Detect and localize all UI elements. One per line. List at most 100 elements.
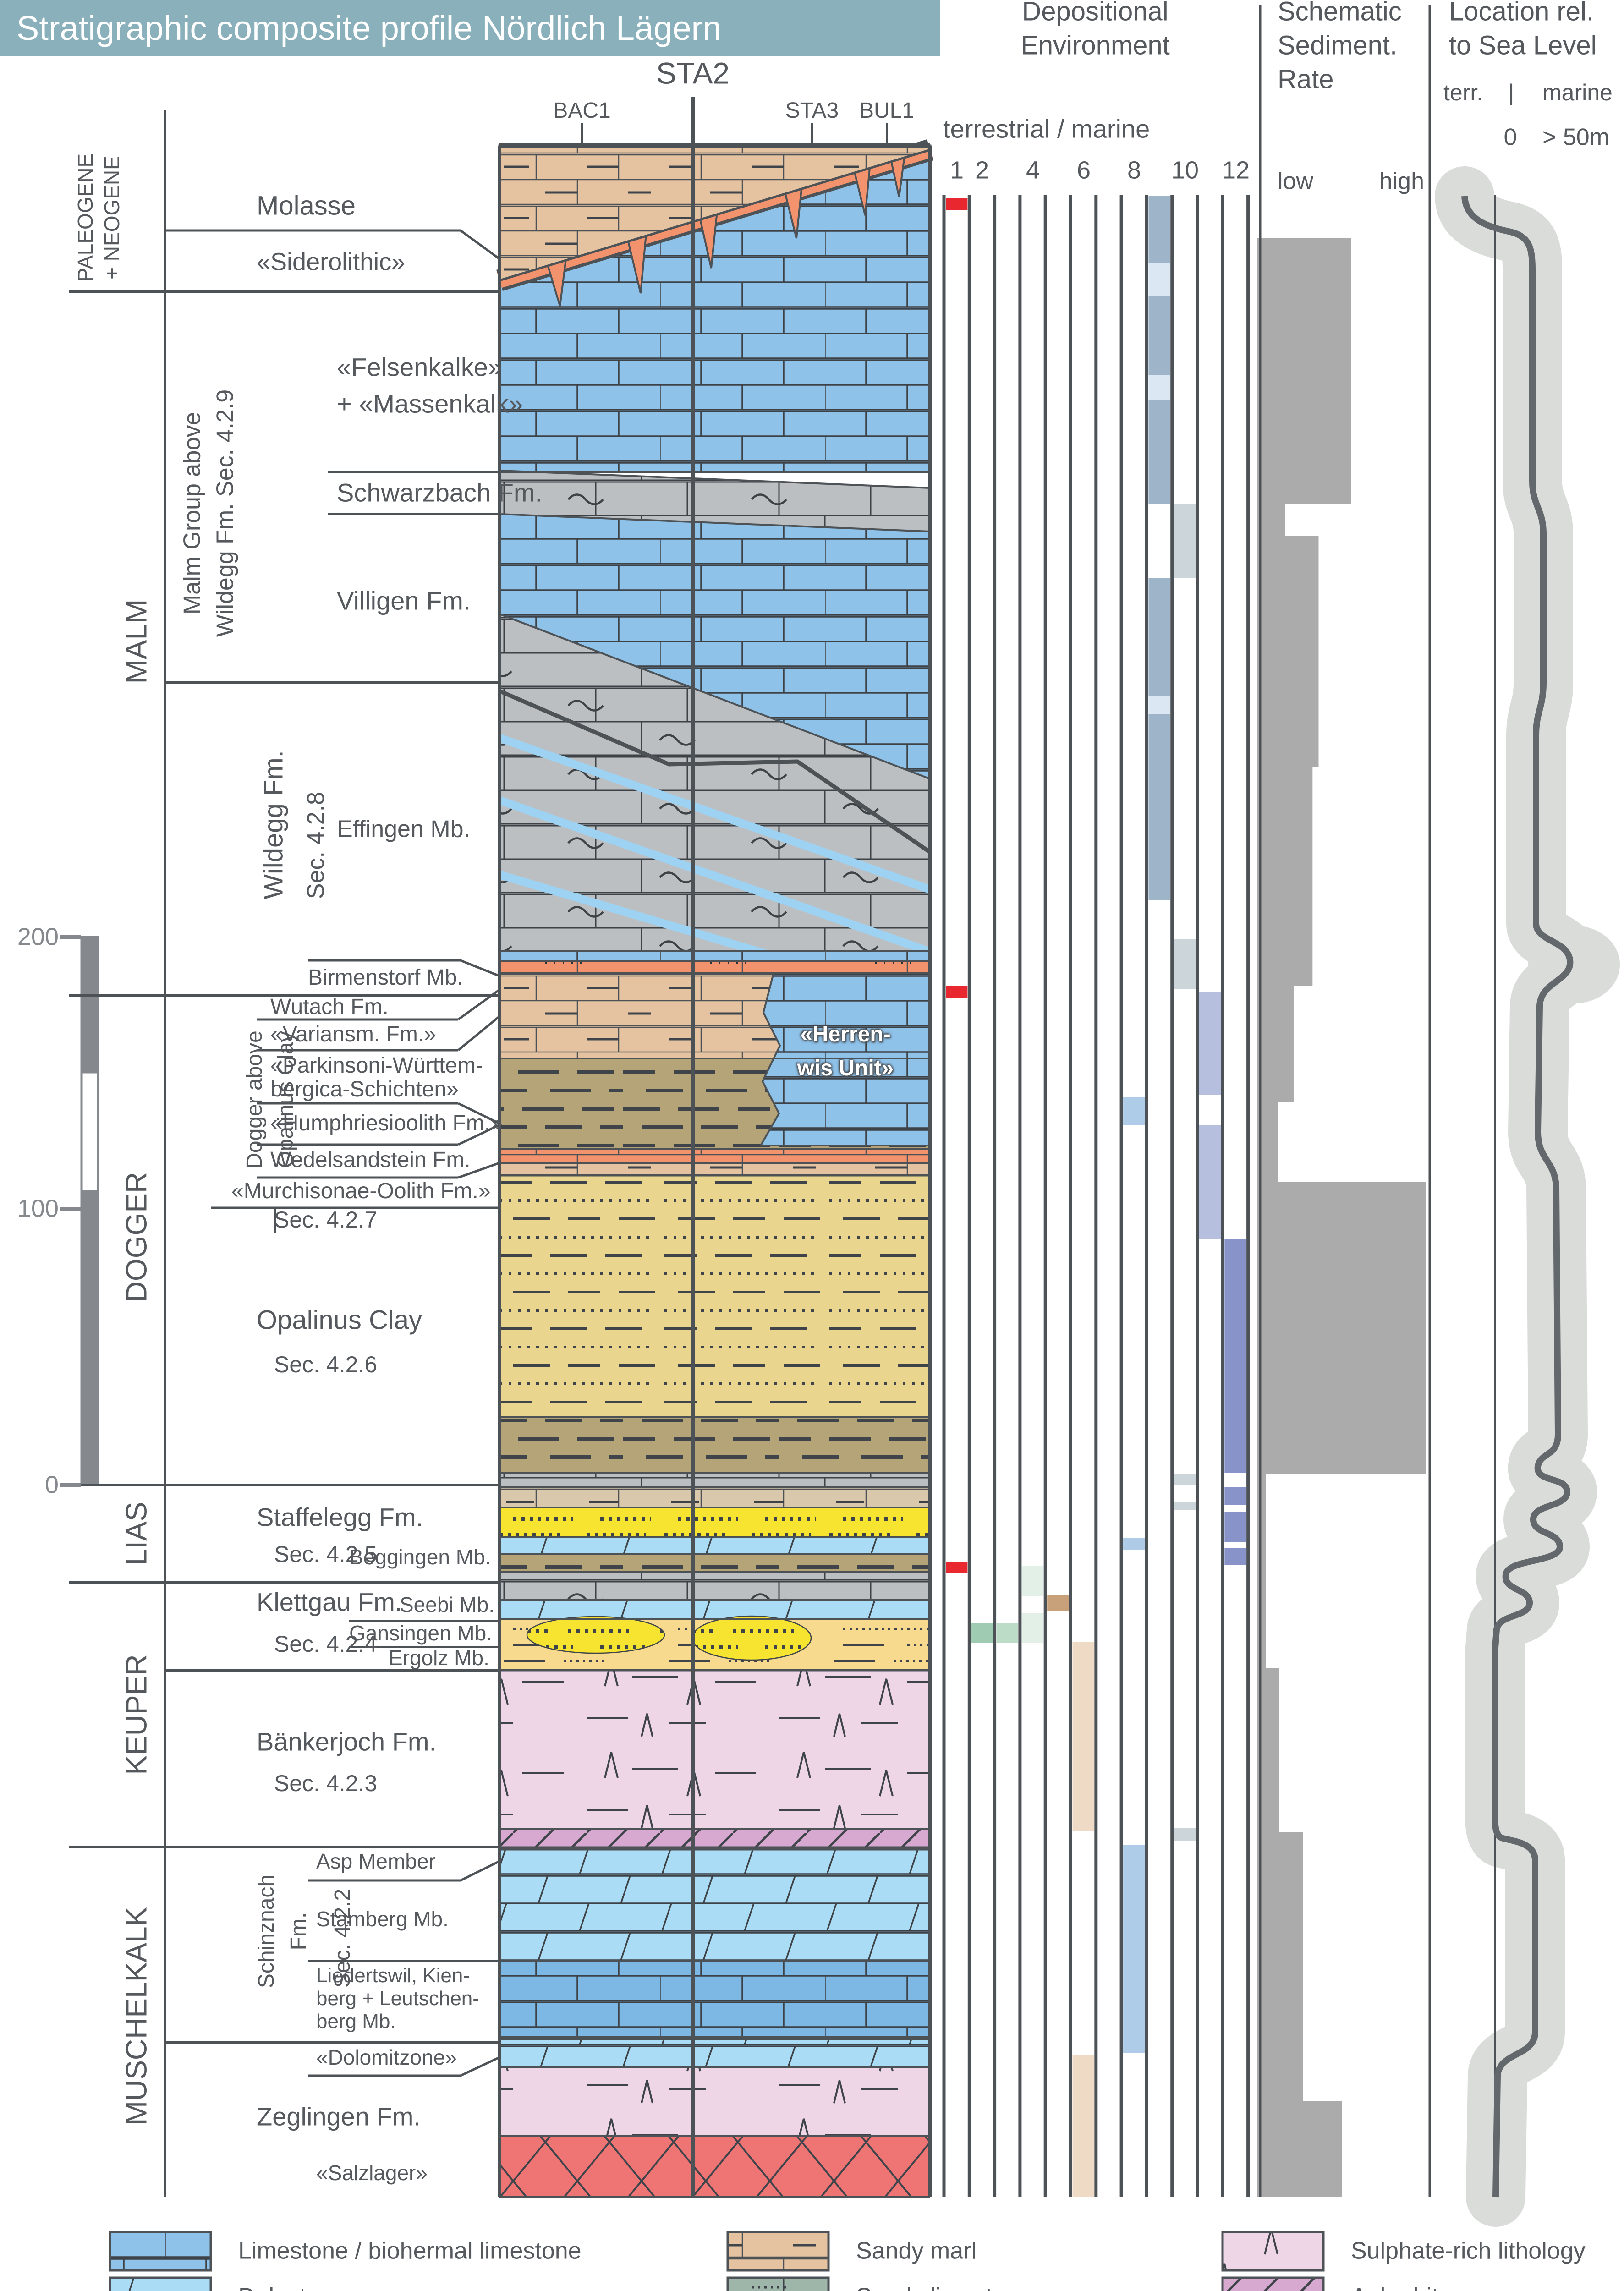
label-paleogene: PALEOGENE [73, 153, 97, 282]
environment-bar [1148, 696, 1170, 714]
label-variansm-fm: «Variansm. Fm.» [270, 1022, 436, 1047]
label-malm-group-above: Malm Group above [179, 411, 206, 615]
legend-swatch-sandylime [726, 2276, 830, 2291]
label-sec-4-2-7: Sec. 4.2.7 [274, 1206, 378, 1233]
boundary-line [458, 1162, 500, 1179]
legend-swatch-dolostone [109, 2276, 212, 2291]
label-terr: terr. [1443, 79, 1483, 105]
label-berg-leutschen: berg + Leutschen- [316, 1987, 479, 2010]
label-wildegg-fm-sec-4-2-9: Wildegg Fm. Sec. 4.2.9 [212, 389, 239, 637]
environment-bar [946, 1562, 968, 1573]
boundary-line [460, 229, 500, 260]
environment-bar [1021, 1613, 1044, 1643]
legend-label-limestone: Limestone / biohermal limestone [238, 2237, 582, 2264]
label-berg-mb: berg Mb. [316, 2010, 396, 2033]
label-humphriesioolith-fm: «Humphriesioolith Fm.» [270, 1111, 503, 1135]
environment-bar [1148, 714, 1170, 900]
label-8: 8 [1127, 156, 1141, 184]
effingen-limestone-streak [499, 791, 930, 951]
sea-level-curve [1461, 196, 1574, 2198]
label-dogger: DOGGER [120, 1172, 153, 1303]
stratum-gansingen-dolostone [499, 1600, 930, 1619]
environment-bar [1199, 992, 1221, 1095]
label-wutach-fm: Wutach Fm. [270, 994, 389, 1019]
environment-bar [1174, 1502, 1196, 1510]
label-dolomitzone: «Dolomitzone» [316, 2045, 457, 2069]
label-salzlager: «Salzlager» [316, 2160, 428, 2185]
label-herren: «Herren- [800, 1022, 891, 1047]
lithologic-column [496, 139, 933, 2197]
label-siderolithic: «Siderolithic» [257, 248, 406, 276]
label-2: 2 [975, 156, 989, 184]
page-title: Stratigraphic composite profile Nördlich… [16, 9, 722, 47]
environment-bar [1148, 263, 1170, 296]
label-sec-4-2-8: Sec. 4.2.8 [302, 791, 329, 899]
stratum-staffelegg-argmarl [499, 1487, 930, 1507]
label-sta2: STA2 [656, 56, 730, 90]
label-4: 4 [1026, 156, 1040, 184]
environment-bar [946, 986, 968, 998]
wildegg-top-boundary [499, 689, 932, 854]
label-wis-unit: wis Unit» [797, 1056, 894, 1080]
boundary-line [457, 988, 500, 1021]
legend-label-sulphate: Sulphate-rich lithology [1351, 2237, 1586, 2264]
legend-label-sandylime: Sandy limestone [856, 2285, 1032, 2291]
sedimentation-rate-panel [1257, 238, 1426, 2197]
label-sec-4-2-5: Sec. 4.2.5 [274, 1541, 378, 1567]
stratum-wutach-ironoolite [499, 961, 930, 973]
label-lias: LIAS [120, 1502, 153, 1566]
environment-bar [1224, 1548, 1246, 1565]
label-neogene: + NEOGENE [99, 156, 124, 280]
legend-swatch-anhydrite [1221, 2276, 1325, 2291]
label-bac1: BAC1 [553, 98, 611, 123]
sandstone-lens [526, 1616, 665, 1654]
label-opalinus-clay: Opalinus Clay [257, 1305, 422, 1335]
environment-bar [1174, 1474, 1196, 1485]
environment-bar [1072, 1642, 1094, 1831]
environment-bar [1148, 196, 1170, 263]
environment-bar [1224, 1239, 1246, 1473]
effingen-limestone-streak [499, 729, 930, 899]
environment-bar [1047, 1595, 1069, 1611]
stratum-birmenstorf [499, 951, 930, 961]
legend-label-dolostone: Dolostone [238, 2285, 346, 2291]
label-: | [1508, 79, 1514, 105]
label-birmenstorf-mb: Birmenstorf Mb. [308, 965, 463, 990]
label-felsenkalke: «Felsenkalke» [337, 352, 503, 382]
label-location-rel: Location rel. [1449, 0, 1594, 27]
sedimentation-rate-profile [1257, 238, 1426, 2197]
stratum-lower-dogger-claystone [499, 1417, 930, 1473]
boundary-line [457, 1015, 500, 1051]
environment-bar [1148, 400, 1170, 504]
label-asp-member: Asp Member [316, 1849, 436, 1873]
sea-level-panel [1435, 166, 1620, 2227]
legend-swatch-sulphate [1221, 2231, 1325, 2272]
environment-bar [1148, 578, 1170, 696]
label-staffelegg-fm: Staffelegg Fm. [257, 1502, 423, 1532]
stratum-liedertswil-limestone [499, 1961, 930, 2038]
label-6: 6 [1076, 156, 1091, 184]
stratum-anhydrite-band [499, 1829, 930, 1848]
stratum-wedelsandstein [499, 1163, 930, 1175]
label-0: 0 [1503, 124, 1517, 151]
label-molasse: Molasse [257, 191, 356, 221]
label-to-sea-level: to Sea Level [1449, 30, 1597, 60]
label-stamberg-mb: Stamberg Mb. [316, 1907, 449, 1931]
environment-bar [1174, 1828, 1196, 1841]
title-bar: Stratigraphic composite profile Nördlich… [0, 0, 940, 56]
label-schinznach: Schinznach [254, 1874, 279, 1989]
label-murchisonae-oolith-fm: «Murchisonae-Oolith Fm.» [231, 1178, 491, 1203]
environment-bar [1224, 1512, 1246, 1542]
label-malm: MALM [120, 599, 153, 684]
label-dogger-above: Dogger above [242, 1030, 267, 1169]
environment-bar [971, 1623, 993, 1643]
stratum-beggingen-sandstone [499, 1507, 930, 1537]
stratum-staffelegg-claystone [499, 1554, 930, 1572]
sandstone-lens [691, 1615, 812, 1661]
label-effingen-mb: Effingen Mb. [337, 816, 471, 843]
label-liedertswil-kien: Liedertswil, Kien- [316, 1964, 470, 1987]
stratum-klettgau-marl [499, 1572, 930, 1600]
stratum-zeglingen-sulphate [499, 2067, 930, 2136]
depositional-environment-panel [942, 195, 1250, 2197]
